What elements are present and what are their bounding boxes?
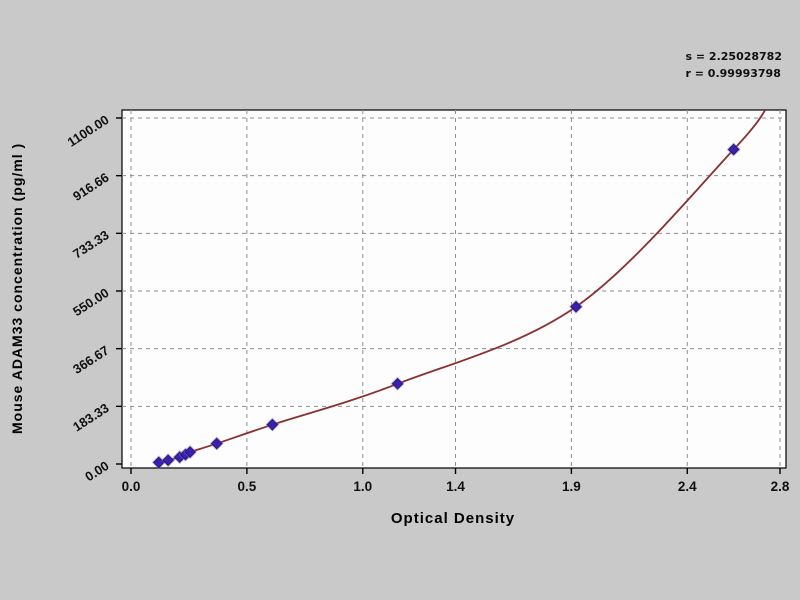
fit-statistics: s = 2.25028782 r = 0.99993798 — [686, 48, 783, 82]
x-tick-label: 2.8 — [771, 479, 790, 494]
data-point — [162, 454, 174, 466]
x-tick-label: 1.0 — [353, 479, 372, 494]
plot-area — [121, 109, 787, 469]
x-tick-label: 1.4 — [446, 479, 465, 494]
y-tick-label: 366.67 — [70, 343, 112, 377]
y-tick-label: 0.00 — [82, 458, 111, 484]
data-point — [266, 418, 279, 431]
y-tick-label: 1100.00 — [65, 112, 112, 150]
stat-r-value: r = 0.99993798 — [685, 67, 781, 80]
y-tick-label: 916.66 — [70, 170, 112, 204]
x-tick-label: 1.9 — [562, 479, 581, 494]
data-point — [727, 143, 740, 156]
x-tick-label: 2.4 — [678, 479, 697, 494]
x-tick-label: 0.0 — [122, 479, 141, 494]
x-axis-title: Optical Density — [390, 510, 516, 527]
y-tick-label: 183.33 — [70, 400, 112, 434]
x-tick-label: 0.5 — [238, 479, 257, 494]
stat-s-value: s = 2.25028782 — [685, 50, 783, 63]
data-point — [210, 437, 223, 450]
y-tick-label: 733.33 — [70, 227, 112, 261]
y-tick-label: 550.00 — [70, 285, 112, 319]
data-point — [570, 300, 582, 313]
data-point — [184, 446, 196, 458]
data-point — [391, 378, 404, 390]
